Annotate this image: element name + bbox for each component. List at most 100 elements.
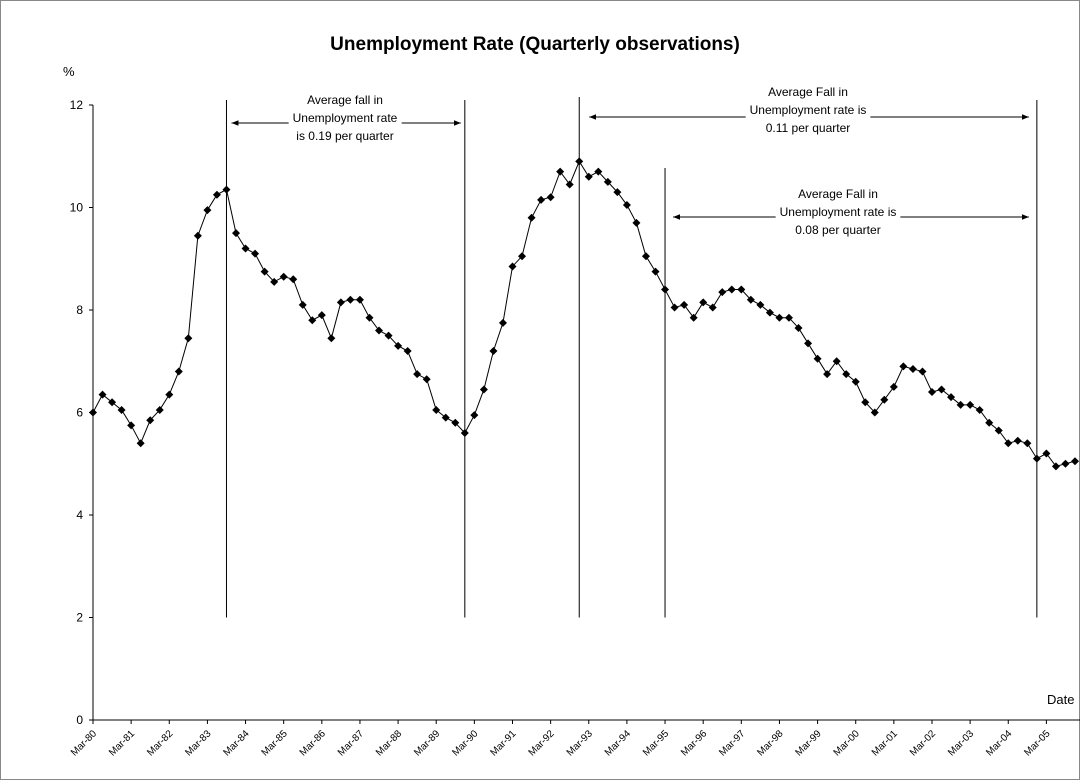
y-tick-label: 6 (76, 406, 83, 420)
x-tick-label: Mar-01 (870, 728, 900, 758)
data-point (1032, 454, 1041, 463)
y-tick-label: 4 (76, 508, 83, 522)
data-point (441, 413, 450, 422)
data-point (861, 398, 870, 407)
data-point (613, 188, 622, 197)
data-point (784, 313, 793, 322)
data-point (746, 295, 755, 304)
data-point (985, 418, 994, 427)
data-point (927, 388, 936, 396)
y-tick-label: 10 (70, 201, 84, 215)
data-point (880, 395, 889, 404)
data-point (765, 308, 774, 317)
data-point (851, 377, 860, 386)
data-point (699, 298, 708, 307)
data-point (584, 172, 593, 181)
x-axis-label: Date (1047, 692, 1074, 707)
x-tick-label: Mar-98 (755, 728, 785, 758)
annotation-text: 0.08 per quarter (795, 223, 880, 237)
data-point (918, 367, 927, 376)
data-point (203, 206, 212, 215)
data-point (718, 288, 727, 297)
x-tick-label: Mar-05 (1022, 728, 1052, 758)
data-point (1051, 462, 1060, 471)
x-tick-label: Mar-80 (69, 728, 99, 758)
data-point (375, 326, 384, 335)
x-tick-label: Mar-96 (679, 728, 709, 758)
data-point (327, 334, 336, 343)
data-point (212, 190, 221, 199)
data-point (622, 200, 631, 209)
chart-title: Unemployment Rate (Quarterly observation… (330, 34, 740, 55)
x-tick-label: Mar-83 (183, 728, 213, 758)
x-tick-label: Mar-91 (488, 728, 518, 758)
x-tick-label: Mar-85 (260, 728, 290, 758)
annotation-text: Average Fall in (768, 85, 848, 99)
data-point (661, 285, 670, 294)
data-point (289, 275, 298, 284)
annotation-text: is 0.19 per quarter (296, 129, 393, 143)
data-point (794, 323, 803, 332)
x-tick-label: Mar-94 (603, 728, 633, 758)
x-tick-label: Mar-88 (374, 728, 404, 758)
data-point (546, 193, 555, 202)
data-point (174, 367, 183, 376)
data-point (832, 357, 841, 366)
data-point (994, 426, 1003, 435)
data-point (556, 167, 565, 176)
annotation-text: Unemployment rate is (750, 103, 867, 117)
annotation-text: 0.11 per quarter (766, 121, 851, 135)
data-point (670, 303, 679, 312)
x-tick-label: Mar-03 (946, 728, 976, 758)
data-point (346, 295, 355, 304)
data-point (527, 213, 536, 222)
x-tick-label: Mar-92 (527, 728, 557, 758)
annotation-text: Unemployment rate is (780, 205, 897, 219)
data-point (270, 277, 279, 286)
data-point (1071, 457, 1079, 466)
data-point (413, 370, 422, 379)
data-point (1023, 439, 1032, 448)
x-tick-label: Mar-90 (450, 728, 480, 758)
data-point (756, 300, 765, 309)
data-point (384, 331, 393, 340)
x-tick-label: Mar-89 (412, 728, 442, 758)
data-point (193, 231, 202, 240)
data-point (737, 285, 746, 294)
data-point (117, 405, 126, 414)
data-point (899, 362, 908, 371)
annotation-text: Unemployment rate (293, 111, 398, 125)
annotation-text: Average Fall in (798, 187, 878, 201)
data-point (89, 408, 97, 417)
data-point (632, 218, 641, 227)
y-tick-label: 2 (76, 611, 83, 625)
y-tick-label: 12 (70, 98, 84, 112)
data-point (775, 313, 784, 322)
y-tick-label: 0 (76, 713, 83, 727)
x-tick-label: Mar-04 (984, 728, 1014, 758)
data-point (641, 252, 650, 261)
data-point (279, 272, 288, 281)
x-tick-label: Mar-87 (336, 728, 366, 758)
data-point (1061, 459, 1070, 468)
x-tick-label: Mar-99 (794, 728, 824, 758)
data-point (1042, 449, 1051, 458)
data-line (92, 160, 1076, 467)
data-point (479, 385, 488, 394)
data-point (222, 185, 231, 194)
x-tick-label: Mar-81 (107, 728, 137, 758)
data-point (537, 195, 546, 204)
x-tick-label: Mar-00 (832, 728, 862, 758)
data-point (603, 177, 612, 186)
data-point (184, 334, 193, 343)
data-point (708, 303, 717, 312)
x-tick-label: Mar-95 (641, 728, 671, 758)
data-point (489, 347, 498, 355)
x-tick-label: Mar-84 (221, 728, 251, 758)
data-point (975, 405, 984, 414)
data-point (680, 300, 689, 309)
data-point (947, 393, 956, 402)
data-point (966, 400, 975, 409)
annotation-text: Average fall in (307, 93, 383, 107)
